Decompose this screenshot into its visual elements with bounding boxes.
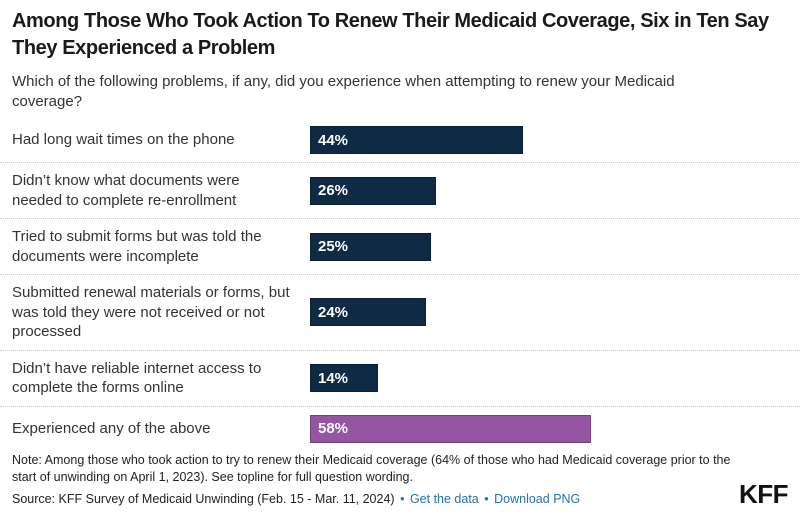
bar-highlight: 58% bbox=[310, 414, 591, 443]
download-png-link[interactable]: Download PNG bbox=[494, 492, 581, 506]
chart-row-forms-incomplete: Tried to submit forms but was told the d… bbox=[0, 219, 800, 275]
bar-area: 44% bbox=[310, 126, 800, 154]
chart-row-any-of-above: Experienced any of the above 58% bbox=[0, 407, 800, 451]
bar: 44% bbox=[310, 126, 523, 154]
row-label: Tried to submit forms but was told the d… bbox=[12, 228, 262, 265]
bar-value-label: 25% bbox=[318, 238, 349, 255]
kff-logo: KFF bbox=[738, 479, 789, 509]
bar-area: 14% bbox=[310, 364, 800, 392]
bar-area: 58% bbox=[310, 414, 800, 443]
footnote: Note: Among those who took action to try… bbox=[12, 453, 731, 484]
bar: 24% bbox=[310, 298, 426, 327]
chart-footer: Note: Among those who took action to try… bbox=[0, 452, 800, 516]
chart-row-documents-needed: Didn’t know what documents were needed t… bbox=[0, 163, 800, 219]
bar: 25% bbox=[310, 232, 431, 261]
row-label: Didn’t know what documents were needed t… bbox=[12, 172, 240, 209]
chart-title: Among Those Who Took Action To Renew The… bbox=[12, 10, 769, 59]
bar-chart: Had long wait times on the phone 44% Did… bbox=[0, 118, 800, 451]
row-label: Experienced any of the above bbox=[12, 419, 211, 437]
chart-row-wait-times: Had long wait times on the phone 44% bbox=[0, 118, 800, 163]
bar: 14% bbox=[310, 364, 378, 392]
bar-area: 26% bbox=[310, 176, 800, 205]
source-line: Source: KFF Survey of Medicaid Unwinding… bbox=[12, 490, 788, 508]
bar-value-label: 26% bbox=[318, 182, 349, 199]
get-the-data-link[interactable]: Get the data bbox=[409, 492, 479, 506]
bar-value-label: 24% bbox=[318, 303, 349, 321]
row-label: Didn’t have reliable internet access to … bbox=[12, 359, 262, 397]
bullet-separator: • bbox=[484, 492, 489, 506]
bar-value-label: 44% bbox=[318, 131, 349, 149]
chart-row-not-received: Submitted renewal materials or forms, bu… bbox=[0, 275, 800, 351]
bar-area: 24% bbox=[310, 298, 800, 327]
bar-value-label: 58% bbox=[318, 420, 349, 437]
bar-area: 25% bbox=[310, 232, 800, 261]
source-text: Source: KFF Survey of Medicaid Unwinding… bbox=[12, 492, 395, 506]
chart-subtitle: Which of the following problems, if any,… bbox=[12, 73, 675, 110]
bullet-separator: • bbox=[400, 492, 405, 506]
bar: 26% bbox=[310, 176, 436, 205]
row-label: Had long wait times on the phone bbox=[12, 131, 235, 149]
bar-value-label: 14% bbox=[318, 369, 349, 387]
chart-row-internet-access: Didn’t have reliable internet access to … bbox=[0, 351, 800, 407]
row-label: Submitted renewal materials or forms, bu… bbox=[12, 284, 290, 340]
